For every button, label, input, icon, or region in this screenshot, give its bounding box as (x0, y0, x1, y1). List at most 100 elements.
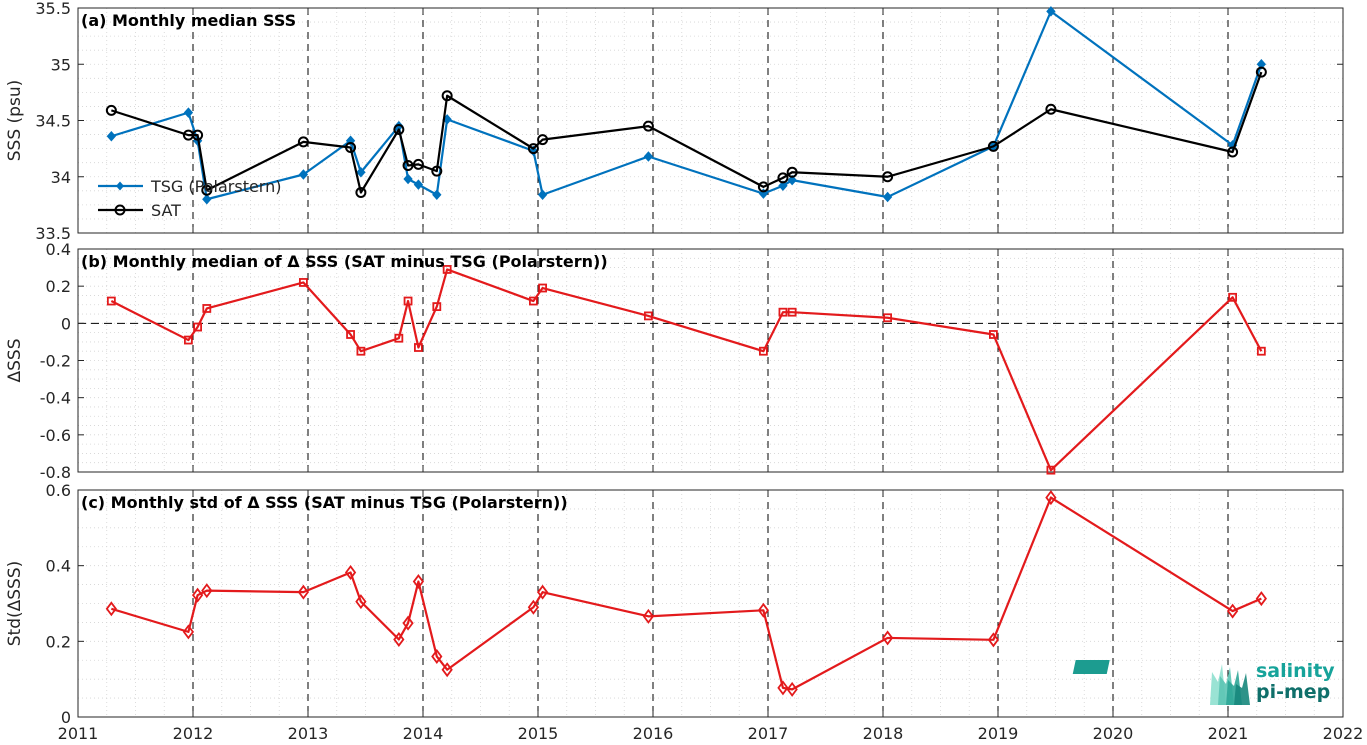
data-point (106, 130, 117, 142)
data-point (787, 174, 797, 186)
x-tick-label: 2013 (288, 724, 329, 743)
axes-frame (77, 489, 1344, 718)
panel-title: (c) Monthly std of Δ SSS (SAT minus TSG … (81, 493, 568, 512)
x-tick-label: 2017 (748, 724, 789, 743)
y-tick-label: 34 (51, 168, 71, 187)
data-point (1046, 6, 1056, 17)
data-point (356, 346, 366, 356)
data-point (345, 142, 357, 153)
data-point (529, 296, 538, 306)
data-point (182, 624, 195, 640)
y-tick-label: -0.6 (40, 426, 71, 445)
data-point (527, 143, 539, 155)
series-line (110, 268, 1263, 472)
data-point (183, 107, 194, 118)
data-point (412, 574, 425, 590)
legend-label: TSG (Polarstern) (150, 177, 281, 196)
data-point (777, 680, 789, 696)
y-tick-label: 0.2 (46, 277, 71, 296)
data-point (355, 187, 367, 198)
y-tick-label: -0.2 (40, 352, 71, 371)
data-point (413, 179, 424, 190)
panel-title: (b) Monthly median of Δ SSS (SAT minus T… (81, 252, 608, 271)
data-point (536, 584, 549, 600)
data-point (643, 151, 654, 162)
data-point (778, 180, 788, 192)
series-line (111, 496, 1262, 691)
data-point (538, 283, 547, 293)
series-delta (106, 265, 1266, 475)
data-point (191, 587, 204, 603)
x-tick-label: 2021 (1208, 724, 1249, 743)
data-point (403, 173, 413, 185)
data-point (1227, 146, 1239, 158)
logo-wave (1234, 673, 1250, 705)
data-point (192, 129, 204, 141)
data-point (1228, 292, 1237, 302)
series-delta (105, 490, 1267, 697)
data-point (402, 615, 414, 631)
data-point (441, 90, 453, 102)
data-point (757, 602, 770, 618)
data-point (987, 632, 1000, 648)
data-point (202, 193, 212, 205)
y-tick-label: -0.4 (40, 389, 71, 408)
data-point (393, 631, 405, 647)
axes-frame (77, 248, 1344, 473)
data-point (106, 296, 116, 306)
legend-label: SAT (151, 201, 181, 220)
legend-marker (116, 181, 124, 191)
data-point (441, 662, 453, 678)
data-point (1045, 490, 1057, 506)
data-point (644, 311, 653, 321)
series-line (111, 71, 1263, 194)
data-point (298, 278, 308, 287)
series-tsg (106, 6, 1267, 205)
data-point (355, 594, 367, 610)
x-tick-label: 2015 (518, 724, 559, 743)
panel-c: 0 0.2 0.4 0.6 2011 2012 2013 2014 2015 2016 2017 20… (5, 481, 1363, 743)
y-tick-label: 35 (51, 55, 71, 74)
y-tick-label: 0.4 (46, 557, 71, 576)
data-point (786, 681, 798, 697)
data-point (1256, 58, 1267, 70)
data-point (882, 171, 894, 183)
y-tick-label: 0.6 (46, 481, 71, 500)
x-tick-label: 2020 (1093, 724, 1134, 743)
data-point (344, 564, 357, 580)
panel-title: (a) Monthly median SSS (81, 11, 296, 30)
x-tick-label: 2022 (1323, 724, 1364, 743)
logo-text-pimep: pi-mep (1256, 681, 1330, 703)
data-point (757, 181, 769, 193)
data-point (987, 140, 999, 152)
data-point (394, 333, 404, 343)
data-point (432, 302, 442, 312)
data-point (1045, 103, 1057, 115)
legend: TSG (Polarstern) SAT (98, 177, 281, 220)
y-tick-label: 0 (61, 708, 71, 727)
data-point (537, 189, 548, 201)
data-point (1255, 591, 1267, 607)
data-point (787, 307, 797, 317)
data-point (105, 601, 117, 617)
data-point (432, 189, 442, 201)
y-tick-label: 0.2 (46, 632, 71, 651)
data-point (1256, 346, 1266, 356)
legend-marker (114, 204, 126, 216)
x-tick-label: 2016 (633, 724, 674, 743)
data-point (403, 296, 413, 306)
panel-a: 33.5 34 34.5 35 35.5 SSS (psu) (a) Monthly med… (5, 0, 1344, 243)
logo-text-salinity: salinity (1256, 660, 1335, 682)
data-point (431, 165, 443, 177)
data-point (1255, 66, 1267, 78)
grid (78, 7, 1343, 234)
data-point (882, 191, 893, 203)
y-axis-label: ΔSSS (5, 338, 25, 382)
data-point (297, 136, 309, 148)
data-point (759, 346, 768, 356)
data-point (883, 313, 892, 323)
data-point (356, 166, 366, 178)
data-point (346, 330, 355, 339)
